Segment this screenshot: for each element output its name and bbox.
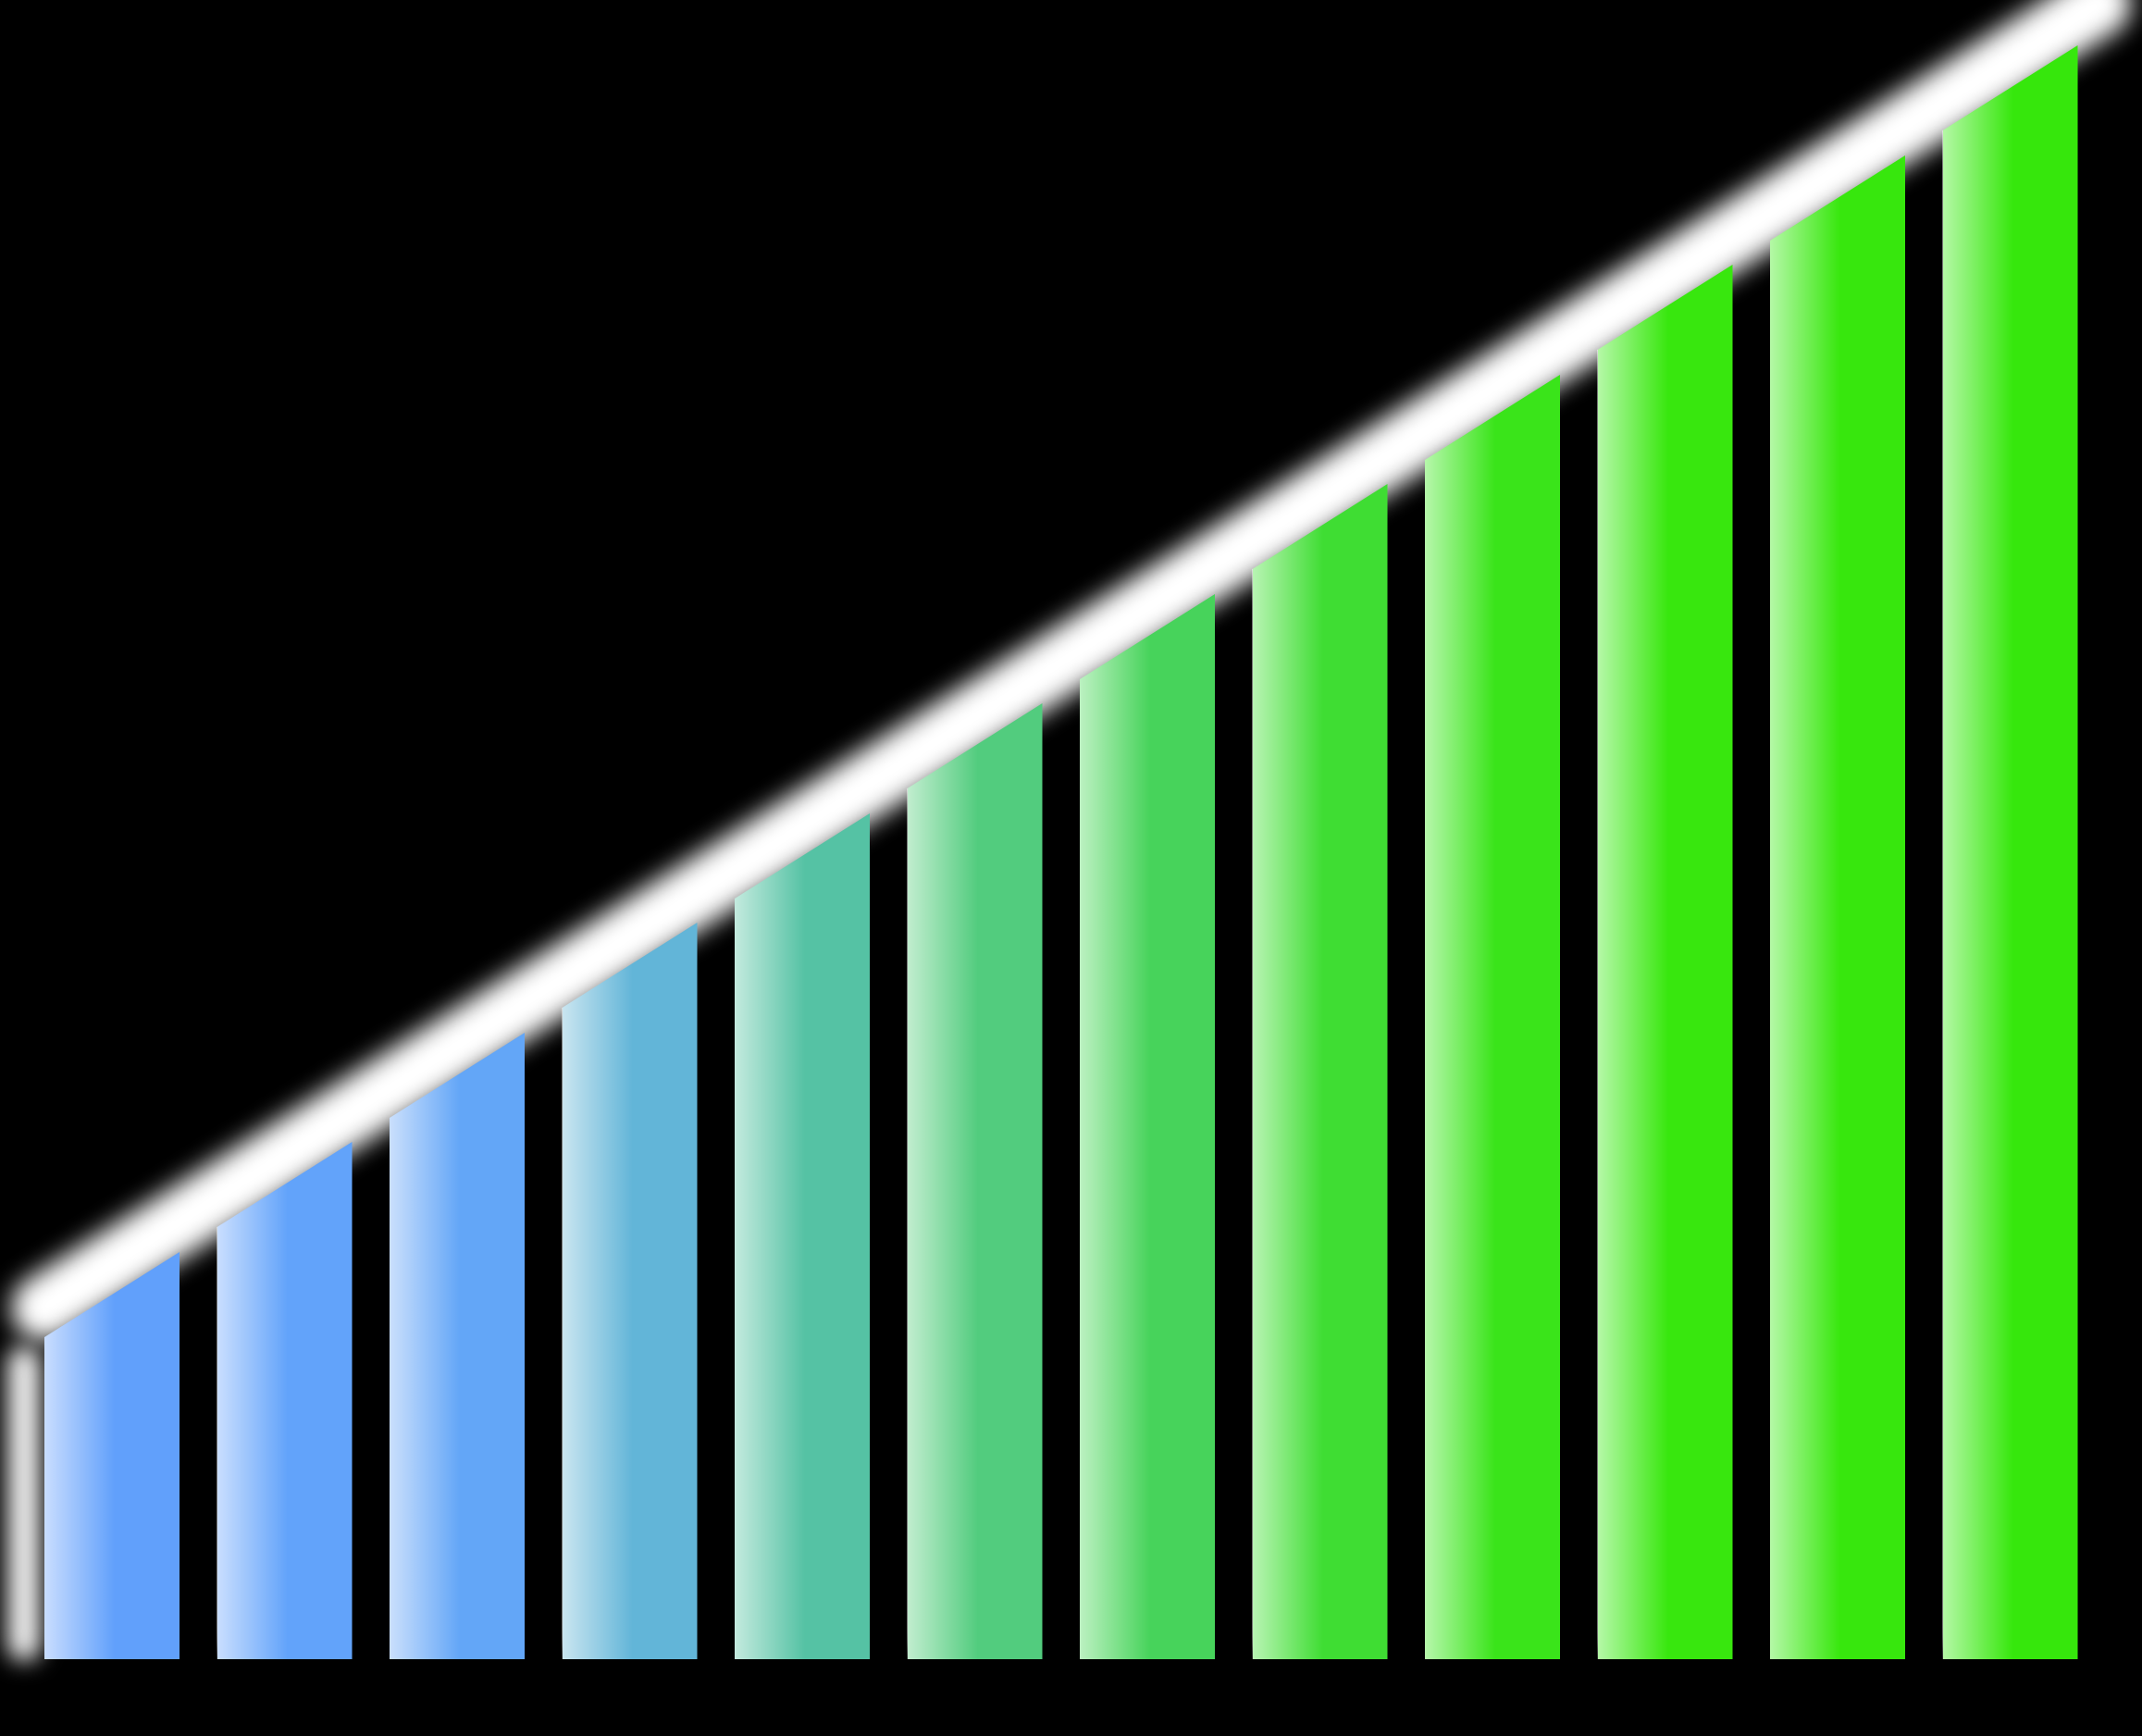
bar-10 — [1597, 265, 1733, 1659]
bar-2 — [217, 1142, 353, 1659]
bar-9 — [1425, 375, 1560, 1659]
bar-7 — [1080, 594, 1215, 1659]
bar-12 — [1942, 45, 2078, 1659]
left-edge-glow — [7, 1346, 41, 1661]
bar-8 — [1252, 484, 1388, 1659]
bar-11 — [1770, 155, 1905, 1659]
bar-6 — [907, 703, 1043, 1659]
bar-3 — [390, 1033, 525, 1659]
bar-5 — [735, 813, 870, 1659]
bar-4 — [562, 923, 698, 1659]
